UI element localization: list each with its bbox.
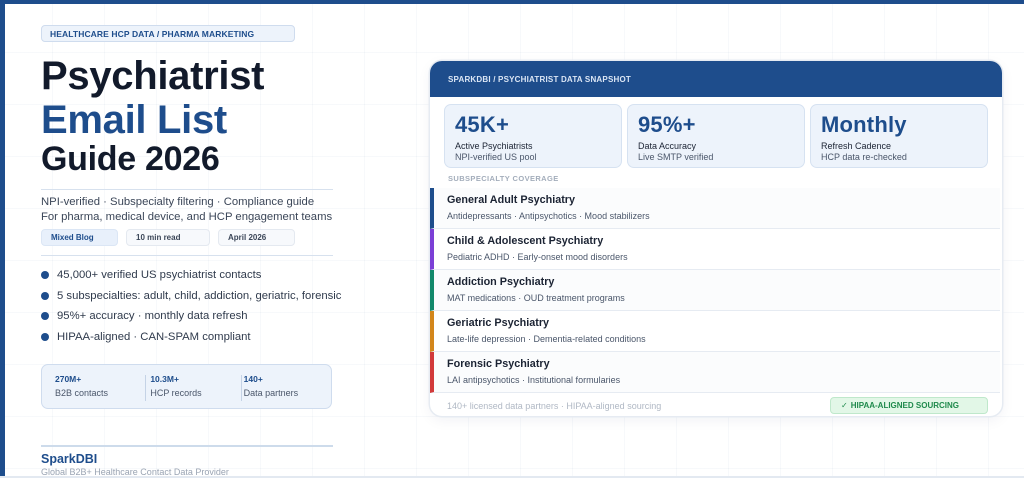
title-line-2: Email List bbox=[41, 98, 227, 142]
subspecialty-row-addiction[interactable]: Addiction Psychiatry MAT medications · O… bbox=[430, 270, 1000, 311]
metric-value: 95%+ bbox=[638, 112, 696, 137]
metric-tiles: 45K+ Active Psychiatrists NPI-verified U… bbox=[430, 97, 1002, 168]
title-line-3: Guide 2026 bbox=[41, 140, 220, 178]
metric-sub: Live SMTP verified bbox=[638, 152, 714, 162]
row-title: General Adult Psychiatry bbox=[447, 194, 576, 206]
metric-value: 45K+ bbox=[455, 112, 510, 137]
stat-value: 10.3M+ bbox=[150, 374, 179, 384]
meta-chips: Mixed Blog 10 min read April 2026 bbox=[41, 229, 333, 246]
stat-label: HCP records bbox=[150, 388, 202, 398]
badge-label: HIPAA-ALIGNED SOURCING bbox=[850, 401, 959, 410]
row-description: MAT medications · OUD treatment programs bbox=[447, 293, 625, 303]
row-description: LAI antipsychotics · Institutional formu… bbox=[447, 375, 621, 385]
subspecialty-row-geriatric[interactable]: Geriatric Psychiatry Late-life depressio… bbox=[430, 311, 1000, 352]
stat-value: 270M+ bbox=[55, 374, 82, 384]
stat-hcp-records: 10.3M+ HCP records bbox=[142, 374, 237, 408]
row-description: Antidepressants · Antipsychotics · Mood … bbox=[447, 211, 650, 221]
data-snapshot-card: SPARKDBI / PSYCHIATRIST DATA SNAPSHOT 45… bbox=[430, 61, 1002, 416]
bullet-text: HIPAA-aligned · CAN-SPAM compliant bbox=[57, 330, 251, 343]
page-title: Psychiatrist Email List Guide 2026 bbox=[41, 56, 333, 182]
row-description: Pediatric ADHD · Early-onset mood disord… bbox=[447, 252, 628, 262]
list-item: HIPAA-aligned · CAN-SPAM compliant bbox=[41, 327, 333, 348]
card-header: SPARKDBI / PSYCHIATRIST DATA SNAPSHOT bbox=[430, 61, 1002, 97]
subspecialty-list: General Adult Psychiatry Antidepressants… bbox=[430, 188, 1000, 393]
stats-box: 270M+ B2B contacts 10.3M+ HCP records 14… bbox=[41, 364, 332, 409]
list-item: 45,000+ verified US psychiatrist contact… bbox=[41, 265, 333, 286]
bullet-text: 45,000+ verified US psychiatrist contact… bbox=[57, 269, 262, 282]
category-tag: HEALTHCARE HCP DATA / PHARMA MARKETING bbox=[41, 25, 295, 42]
stat-label: B2B contacts bbox=[55, 388, 109, 398]
divider bbox=[41, 189, 333, 190]
metric-label: Refresh Cadence bbox=[821, 141, 892, 151]
title-line-1: Psychiatrist bbox=[41, 54, 265, 98]
bullet-dot-icon bbox=[41, 271, 49, 280]
metric-tile-accuracy: 95%+ Data Accuracy Live SMTP verified bbox=[627, 104, 805, 168]
stat-data-partners: 140+ Data partners bbox=[238, 374, 331, 408]
top-accent-bar bbox=[0, 0, 1024, 4]
chip-read-time: 10 min read bbox=[126, 229, 210, 246]
left-accent-rail bbox=[0, 0, 5, 478]
hipaa-badge: ✓ HIPAA-ALIGNED SOURCING bbox=[830, 397, 988, 414]
bullet-dot-icon bbox=[41, 312, 49, 321]
bullet-text: 5 subspecialties: adult, child, addictio… bbox=[57, 289, 342, 302]
list-item: 5 subspecialties: adult, child, addictio… bbox=[41, 286, 341, 307]
stat-value: 140+ bbox=[243, 374, 263, 384]
highlights-list: 45,000+ verified US psychiatrist contact… bbox=[41, 265, 341, 348]
card-footer: 140+ licensed data partners · HIPAA-alig… bbox=[430, 393, 1002, 416]
divider bbox=[41, 445, 333, 447]
list-item: 95%+ accuracy · monthly data refresh bbox=[41, 306, 333, 327]
bullet-dot-icon bbox=[41, 332, 49, 341]
row-title: Addiction Psychiatry bbox=[447, 276, 555, 288]
check-icon: ✓ bbox=[841, 401, 848, 410]
brand-tagline: Global B2B+ Healthcare Contact Data Prov… bbox=[41, 466, 229, 477]
bullet-dot-icon bbox=[41, 291, 49, 300]
row-description: Late-life depression · Dementia-related … bbox=[447, 334, 646, 344]
brand-name[interactable]: SparkDBI bbox=[41, 451, 98, 466]
metric-tile-psychiatrists: 45K+ Active Psychiatrists NPI-verified U… bbox=[444, 104, 622, 168]
metric-tile-refresh: Monthly Refresh Cadence HCP data re-chec… bbox=[810, 104, 988, 168]
subtitle-line-2: For pharma, medical device, and HCP enga… bbox=[41, 211, 333, 223]
metric-label: Active Psychiatrists bbox=[455, 141, 533, 151]
stat-b2b-contacts: 270M+ B2B contacts bbox=[42, 374, 142, 408]
section-label: SUBSPECIALTY COVERAGE bbox=[448, 174, 559, 183]
chip-content-type[interactable]: Mixed Blog bbox=[41, 229, 118, 246]
metric-value: Monthly bbox=[821, 112, 907, 137]
chip-date: April 2026 bbox=[218, 229, 295, 246]
metric-sub: HCP data re-checked bbox=[821, 152, 907, 162]
metric-label: Data Accuracy bbox=[638, 141, 697, 151]
row-title: Child & Adolescent Psychiatry bbox=[447, 235, 604, 247]
metric-sub: NPI-verified US pool bbox=[455, 152, 537, 162]
row-title: Geriatric Psychiatry bbox=[447, 317, 550, 329]
hero-column: HEALTHCARE HCP DATA / PHARMA MARKETING P… bbox=[41, 24, 341, 477]
footer-note: 140+ licensed data partners · HIPAA-alig… bbox=[447, 401, 662, 411]
subspecialty-row-adult[interactable]: General Adult Psychiatry Antidepressants… bbox=[430, 188, 1000, 229]
bottom-border bbox=[0, 476, 1024, 478]
row-title: Forensic Psychiatry bbox=[447, 358, 550, 370]
stat-label: Data partners bbox=[243, 388, 299, 398]
subspecialty-row-forensic[interactable]: Forensic Psychiatry LAI antipsychotics ·… bbox=[430, 352, 1000, 393]
subspecialty-row-child[interactable]: Child & Adolescent Psychiatry Pediatric … bbox=[430, 229, 1000, 270]
subtitle-line-1: NPI-verified · Subspecialty filtering · … bbox=[41, 196, 315, 208]
divider bbox=[41, 255, 333, 256]
bullet-text: 95%+ accuracy · monthly data refresh bbox=[57, 310, 248, 323]
